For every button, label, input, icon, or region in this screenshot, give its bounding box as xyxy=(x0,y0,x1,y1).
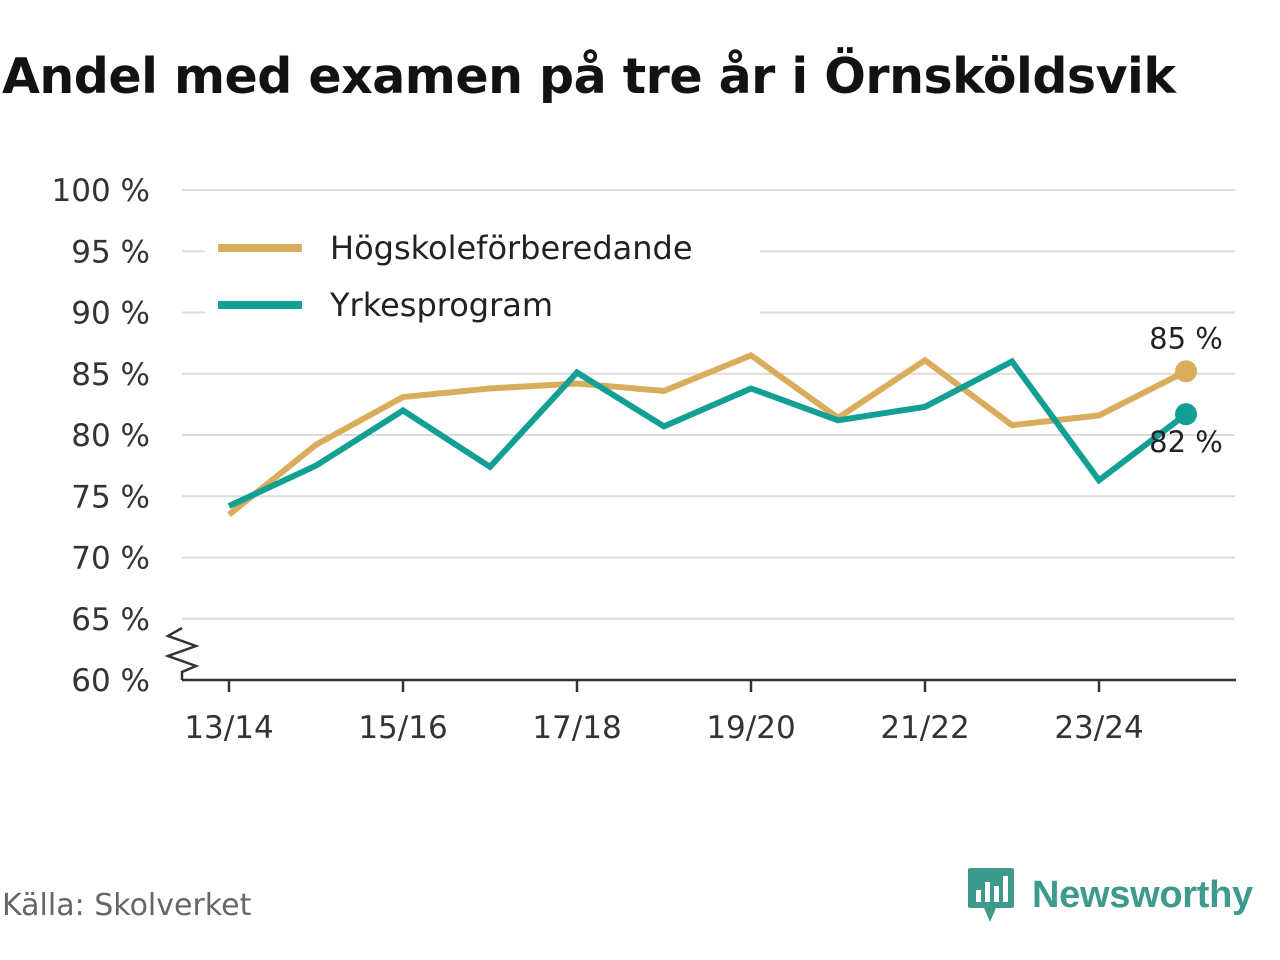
legend-label-1: Yrkesprogram xyxy=(329,286,553,324)
y-tick-label-100: 100 % xyxy=(52,173,150,209)
y-tick-label-60: 60 % xyxy=(71,663,150,699)
series-line-1 xyxy=(227,357,1188,509)
legend-background xyxy=(205,215,760,333)
series-line-0 xyxy=(227,351,1188,517)
y-tick-label-80: 80 % xyxy=(71,418,150,454)
end-labels: 85 % 82 % xyxy=(1149,321,1223,459)
x-tick-label-21/22: 21/22 xyxy=(880,710,969,746)
series-lines xyxy=(227,351,1197,517)
y-tick-label-95: 95 % xyxy=(71,234,150,270)
x-tick-label-17/18: 17/18 xyxy=(532,710,621,746)
axis-break-marker xyxy=(164,626,200,680)
y-tick-label-90: 90 % xyxy=(71,296,150,332)
source-note: Källa: Skolverket xyxy=(2,888,252,923)
legend: Högskoleförberedande Yrkesprogram xyxy=(205,215,760,333)
y-tick-label-75: 75 % xyxy=(71,479,150,515)
x-axis-ticks: 13/14 15/16 17/18 19/20 21/22 23/24 xyxy=(184,680,1144,746)
brand-logo: Newsworthy xyxy=(966,866,1253,924)
y-tick-label-85: 85 % xyxy=(71,357,150,393)
x-tick-label-15/16: 15/16 xyxy=(358,710,447,746)
y-tick-label-70: 70 % xyxy=(71,541,150,577)
y-tick-label-65: 65 % xyxy=(71,602,150,638)
legend-label-0: Högskoleförberedande xyxy=(330,229,693,267)
brand-name: Newsworthy xyxy=(1032,873,1253,916)
x-tick-label-13/14: 13/14 xyxy=(184,710,273,746)
bar-chart-badge-icon xyxy=(968,868,1014,922)
end-point-0 xyxy=(1175,360,1197,383)
x-axis xyxy=(164,626,1236,682)
x-tick-label-23/24: 23/24 xyxy=(1054,710,1143,746)
line-chart: 60 % 65 % 70 % 75 % 80 % 85 % 90 % 95 % 100 % 13… xyxy=(52,173,1236,746)
chart-title: Andel med examen på tre år i Örnsköldsvi… xyxy=(2,48,1176,105)
x-tick-label-19/20: 19/20 xyxy=(706,710,795,746)
end-point-1 xyxy=(1175,403,1197,426)
end-label-1: 82 % xyxy=(1149,425,1223,459)
end-label-0: 85 % xyxy=(1149,321,1223,355)
y-axis-ticks: 60 % 65 % 70 % 75 % 80 % 85 % 90 % 95 % 100 % xyxy=(52,173,150,699)
